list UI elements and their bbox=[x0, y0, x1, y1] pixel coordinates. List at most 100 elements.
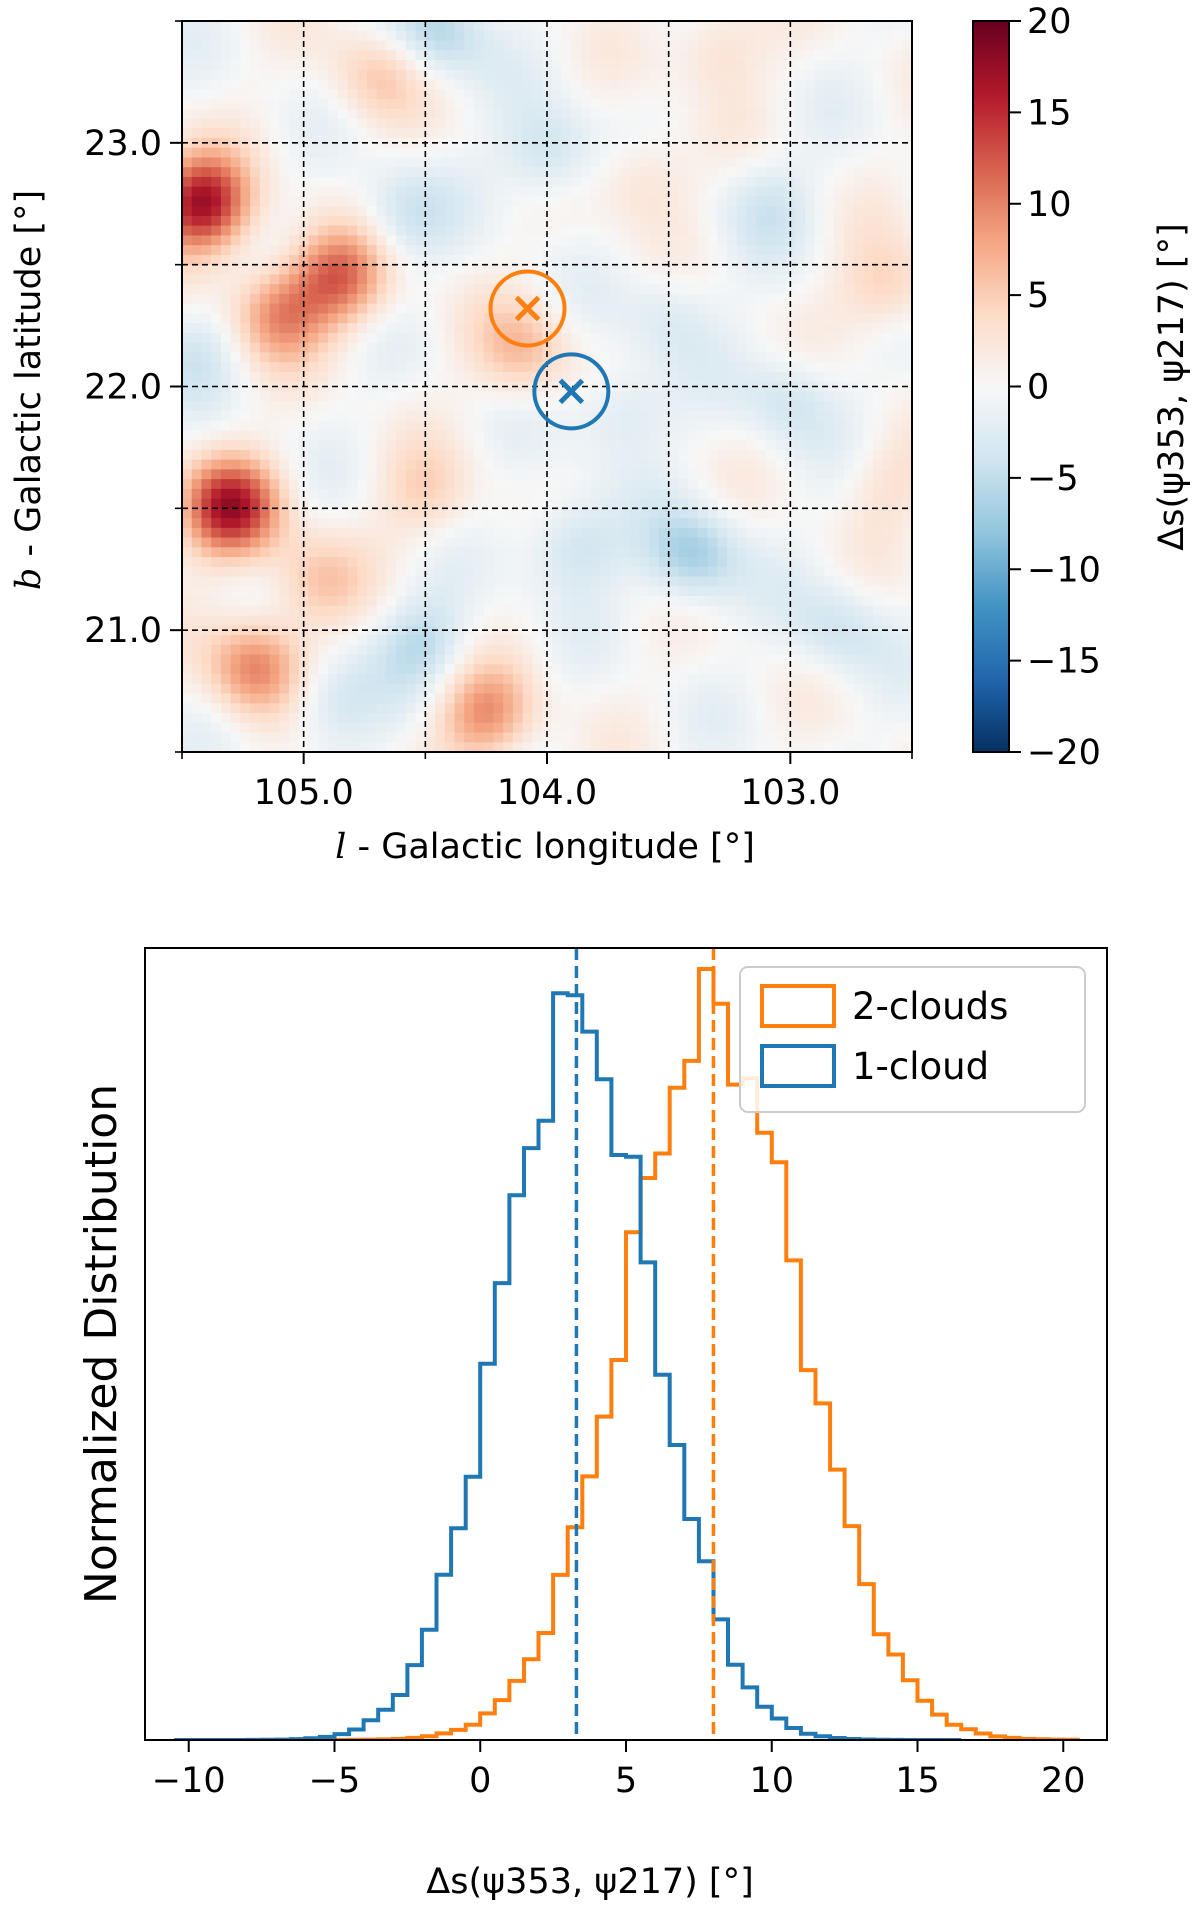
heatmap-cell bbox=[347, 654, 358, 665]
heatmap-cell bbox=[775, 527, 787, 539]
heatmap-cell bbox=[814, 206, 825, 217]
heatmap-cell bbox=[629, 284, 641, 295]
heatmap-cell bbox=[483, 79, 495, 90]
heatmap-cell bbox=[444, 518, 456, 529]
heatmap-cell bbox=[697, 401, 709, 412]
heatmap-cell bbox=[610, 420, 621, 431]
heatmap-cell bbox=[318, 430, 329, 441]
heatmap-cell bbox=[610, 40, 621, 51]
heatmap-cell bbox=[454, 157, 465, 168]
heatmap-cell bbox=[697, 303, 709, 314]
heatmap-cell bbox=[493, 459, 504, 470]
heatmap-cell bbox=[220, 21, 232, 32]
heatmap-cell bbox=[240, 664, 251, 675]
heatmap-cell bbox=[668, 410, 679, 422]
heatmap-cell bbox=[259, 605, 271, 617]
heatmap-cell bbox=[483, 284, 495, 295]
heatmap-cell bbox=[503, 157, 514, 168]
heatmap-cell bbox=[532, 508, 543, 519]
heatmap-cell bbox=[746, 89, 757, 100]
heatmap-cell bbox=[727, 284, 738, 295]
heatmap-cell bbox=[483, 732, 495, 743]
heatmap-cell bbox=[590, 557, 602, 568]
heatmap-cell bbox=[775, 89, 787, 100]
heatmap-cell bbox=[464, 21, 475, 32]
heatmap-cell bbox=[493, 196, 504, 207]
heatmap-cell bbox=[600, 557, 611, 568]
heatmap-cell bbox=[240, 274, 251, 285]
heatmap-cell bbox=[405, 449, 417, 461]
heatmap-cell bbox=[396, 30, 407, 42]
heatmap-cell bbox=[240, 693, 251, 704]
heatmap-cell bbox=[600, 254, 611, 266]
heatmap-cell bbox=[220, 527, 232, 539]
heatmap-cell bbox=[571, 98, 582, 110]
heatmap-cell bbox=[542, 352, 553, 363]
heatmap-cell bbox=[678, 323, 689, 334]
heatmap-cell bbox=[766, 557, 777, 568]
heatmap-cell bbox=[483, 137, 495, 149]
heatmap-cell bbox=[201, 21, 212, 32]
heatmap-cell bbox=[289, 635, 300, 646]
heatmap-cell bbox=[240, 69, 251, 81]
heatmap-cell bbox=[220, 508, 232, 519]
heatmap-cell bbox=[551, 79, 563, 90]
heatmap-cell bbox=[357, 284, 368, 295]
heatmap-cell bbox=[182, 342, 193, 353]
heatmap-cell bbox=[405, 401, 417, 412]
heatmap-cell bbox=[658, 557, 670, 568]
heatmap-cell bbox=[464, 50, 475, 61]
heatmap-cell bbox=[220, 40, 232, 51]
heatmap-cell bbox=[386, 59, 397, 71]
heatmap-cell bbox=[396, 391, 407, 402]
heatmap-cell bbox=[717, 157, 728, 168]
heatmap-cell bbox=[289, 693, 300, 704]
heatmap-cell bbox=[814, 108, 825, 120]
heatmap-cell bbox=[415, 332, 426, 344]
heatmap-cell bbox=[240, 264, 251, 276]
heatmap-cell bbox=[814, 293, 825, 305]
heatmap-cell bbox=[220, 703, 232, 714]
heatmap-cell bbox=[250, 50, 261, 61]
heatmap-cell bbox=[766, 674, 777, 685]
heatmap-cell bbox=[736, 596, 748, 607]
heatmap-cell bbox=[347, 420, 358, 431]
heatmap-cell bbox=[211, 186, 222, 198]
heatmap-cell bbox=[620, 683, 631, 695]
heatmap-cell bbox=[444, 430, 456, 441]
heatmap-cell bbox=[425, 459, 436, 470]
heatmap-cell bbox=[298, 254, 310, 266]
heatmap-cell bbox=[697, 703, 709, 714]
heatmap-cell bbox=[649, 21, 660, 32]
heatmap-cell bbox=[561, 449, 572, 461]
heatmap-cell bbox=[766, 615, 777, 626]
heatmap-cell bbox=[814, 332, 825, 344]
heatmap-cell bbox=[727, 147, 738, 159]
heatmap-cell bbox=[220, 59, 232, 71]
heatmap-cell bbox=[707, 21, 718, 32]
heatmap-cell bbox=[600, 215, 611, 227]
heatmap-cell bbox=[366, 167, 378, 178]
heatmap-cell bbox=[366, 293, 378, 305]
heatmap-cell bbox=[337, 79, 349, 90]
heatmap-cell bbox=[561, 89, 572, 100]
heatmap-cell bbox=[279, 401, 290, 412]
heatmap-cell bbox=[493, 596, 504, 607]
heatmap-cell bbox=[415, 732, 426, 743]
heatmap-cell bbox=[785, 664, 796, 675]
heatmap-cell bbox=[688, 186, 699, 198]
heatmap-cell bbox=[376, 644, 387, 656]
heatmap-cell bbox=[337, 108, 349, 120]
heatmap-cell bbox=[415, 206, 426, 217]
heatmap-cell bbox=[230, 157, 241, 168]
heatmap-cell bbox=[629, 108, 641, 120]
heatmap-cell bbox=[678, 664, 689, 675]
heatmap-cell bbox=[483, 644, 495, 656]
heatmap-cell bbox=[454, 206, 465, 217]
heatmap-cell bbox=[474, 40, 485, 51]
heatmap-cell bbox=[318, 69, 329, 81]
heatmap-cell bbox=[279, 98, 290, 110]
heatmap-cell bbox=[211, 479, 222, 490]
heatmap-cell bbox=[328, 693, 339, 704]
heatmap-cell bbox=[396, 479, 407, 490]
